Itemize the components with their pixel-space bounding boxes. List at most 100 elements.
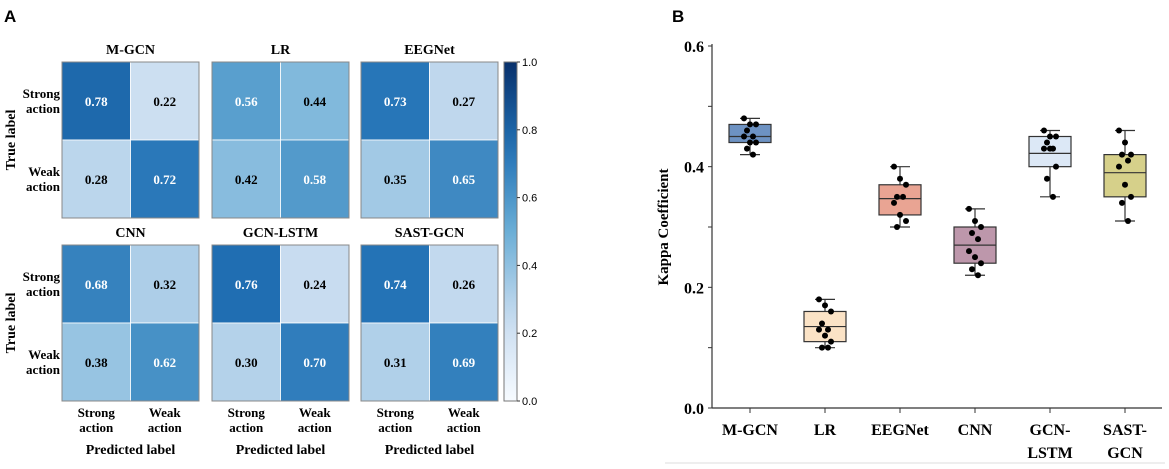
colorbar-tick-label: 0.0: [522, 396, 537, 408]
matrix-cell: [280, 139, 350, 219]
colorbar-tick-label: 1.0: [522, 57, 537, 69]
box-sast-gcn: SAST- GCN: [1103, 127, 1147, 462]
matrix-frame: [360, 61, 499, 219]
matrix-title: SAST-GCN: [395, 226, 465, 241]
x-tick-label: GCN-: [1030, 422, 1071, 439]
cell-value-label: 0.38: [85, 355, 108, 370]
x-axis-label: Predicted label: [385, 443, 475, 458]
data-point: [747, 121, 753, 128]
data-point: [1041, 145, 1047, 152]
box-iqr: [1028, 135, 1072, 168]
box-m-gcn: M-GCN: [722, 115, 778, 439]
matrix-cell: [360, 61, 430, 141]
matrix-frame: [211, 61, 350, 219]
data-point: [966, 205, 972, 212]
matrix-title: M-GCN: [106, 43, 155, 58]
data-point: [741, 133, 747, 140]
cell-value-label: 0.74: [384, 277, 407, 292]
data-point: [816, 326, 822, 333]
matrix-cell: [130, 61, 200, 141]
box-iqr: [878, 184, 922, 216]
data-point: [750, 133, 756, 140]
data-point: [891, 163, 897, 170]
panel-label-a: A: [4, 7, 16, 26]
data-point: [978, 260, 984, 267]
matrix-cell: [211, 244, 281, 324]
box-gcn-lstm: GCN- LSTM: [1027, 127, 1073, 462]
data-point: [828, 308, 834, 315]
data-point: [972, 217, 978, 224]
data-point: [744, 127, 750, 134]
col-tick-label: action: [79, 420, 114, 435]
cell-value-label: 0.44: [303, 94, 326, 109]
data-point: [753, 139, 759, 146]
data-point: [1119, 151, 1125, 158]
cell-value-label: 0.78: [85, 94, 108, 109]
cell-value-label: 0.42: [235, 172, 258, 187]
row-tick-label: Weak: [28, 164, 61, 179]
matrix-title: CNN: [115, 226, 145, 241]
data-point: [975, 236, 981, 243]
data-point: [1128, 193, 1134, 200]
data-point: [1119, 199, 1125, 206]
data-point: [1047, 133, 1053, 140]
cell-value-label: 0.35: [384, 172, 407, 187]
box-eegnet: EEGNet: [871, 163, 930, 439]
data-point: [972, 254, 978, 261]
data-point: [753, 121, 759, 128]
data-point: [1047, 145, 1053, 152]
data-point: [828, 338, 834, 345]
y-axis-label: True label: [4, 109, 19, 170]
y-tick-label: 0.6: [684, 39, 704, 56]
row-tick-label: action: [26, 179, 61, 194]
data-point: [897, 211, 903, 218]
matrix-cell: [360, 244, 430, 324]
data-point: [975, 272, 981, 279]
data-point: [816, 296, 822, 303]
col-tick-label: Strong: [78, 405, 116, 420]
cell-value-label: 0.72: [153, 172, 176, 187]
row-tick-label: action: [26, 101, 61, 116]
data-point: [969, 230, 975, 237]
colorbar-tick-label: 0.4: [522, 260, 537, 272]
cell-value-label: 0.65: [452, 172, 475, 187]
cell-value-label: 0.58: [303, 172, 326, 187]
matrix-cell: [61, 139, 131, 219]
confusion-matrix-eegnet: EEGNet 0.73 0.27 0.35 0.65: [360, 43, 499, 219]
x-axis-label: Predicted label: [86, 443, 176, 458]
data-point: [900, 193, 906, 200]
data-point: [903, 217, 909, 224]
matrix-cell: [429, 139, 499, 219]
matrix-title: LR: [271, 43, 291, 58]
colorbar-tick-label: 0.2: [522, 328, 537, 340]
cell-value-label: 0.70: [303, 355, 326, 370]
cell-value-label: 0.31: [384, 355, 407, 370]
matrix-cell: [429, 322, 499, 402]
x-tick-label: SAST-: [1103, 422, 1147, 439]
data-point: [1125, 157, 1131, 164]
matrix-cell: [360, 322, 430, 402]
data-point: [894, 193, 900, 200]
colorbar: 0.0 0.2 0.4 0.6 0.8 1.0: [503, 57, 537, 408]
colorbar-tick-label: 0.6: [522, 193, 537, 205]
cell-value-label: 0.62: [153, 355, 176, 370]
x-tick-label: M-GCN: [722, 422, 778, 439]
data-point: [822, 302, 828, 309]
data-point: [1050, 193, 1056, 200]
colorbar-scale: [503, 61, 518, 402]
data-point: [744, 145, 750, 152]
col-tick-label: action: [447, 420, 482, 435]
cell-value-label: 0.32: [153, 277, 176, 292]
matrix-frame: [211, 244, 350, 402]
col-tick-label: Weak: [448, 405, 481, 420]
data-point: [825, 344, 831, 351]
matrix-cell: [130, 244, 200, 324]
data-point: [819, 344, 825, 351]
box-lr: LR: [803, 296, 847, 439]
box-plot: 0.0 0.2 0.4 0.6 Kappa Coefficient M-GCN LR EEGN…: [656, 39, 1162, 462]
cell-value-label: 0.24: [303, 277, 326, 292]
data-point: [1122, 139, 1128, 146]
col-tick-label: action: [148, 420, 183, 435]
data-point: [1053, 133, 1059, 140]
